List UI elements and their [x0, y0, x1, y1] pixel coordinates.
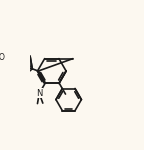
Text: O: O: [0, 53, 5, 62]
Text: N: N: [36, 89, 42, 98]
